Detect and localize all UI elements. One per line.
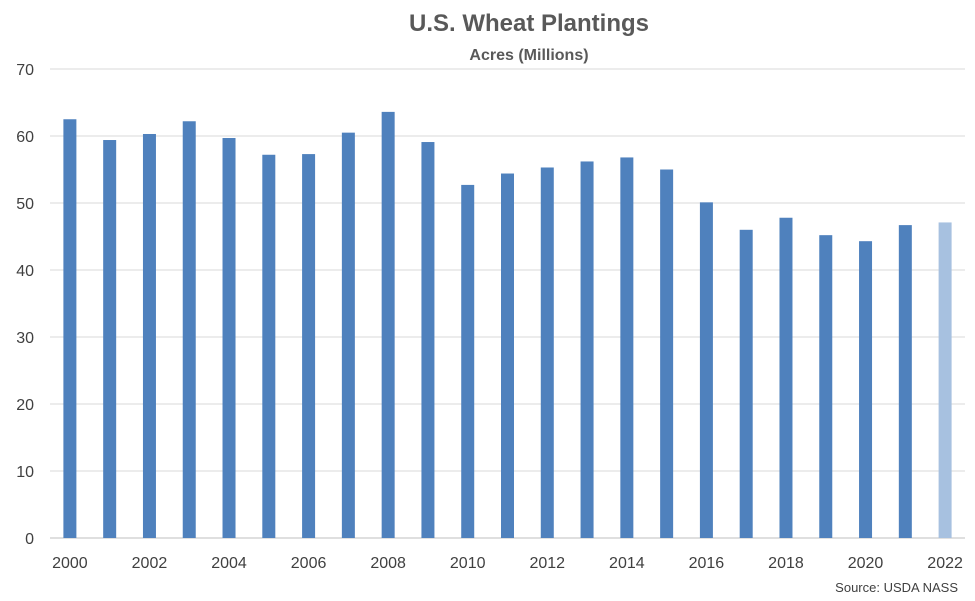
y-tick-label-10: 10 [16,464,34,481]
chart-subtitle: Acres (Millions) [469,47,588,64]
x-tick-label-2012: 2012 [529,555,565,572]
bar-2021 [898,225,912,539]
bar-2002 [142,133,156,539]
bar-2016 [699,202,713,538]
bar-2013 [580,161,594,538]
y-tick-label-50: 50 [16,196,34,213]
bar-2006 [302,154,316,538]
bar-2022 [938,222,952,538]
bar-2003 [182,121,196,538]
y-tick-label-70: 70 [16,62,34,79]
x-axis-ticks: 2000 2002 2004 2006 2008 2010 2012 2014 2016 2018… [52,555,963,572]
bar-2011 [501,173,514,538]
bar-2018 [779,217,793,539]
y-tick-label-60: 60 [16,129,34,146]
x-tick-label-2002: 2002 [132,555,168,572]
x-tick-label-2000: 2000 [52,555,88,572]
y-tick-label-40: 40 [16,263,34,280]
source-note: Source: USDA NASS [835,580,958,595]
bar-2004 [222,138,236,538]
bar-2000 [63,119,77,538]
y-tick-label-0: 0 [25,531,34,548]
x-tick-label-2010: 2010 [450,555,486,572]
x-tick-label-2022: 2022 [927,555,963,572]
x-tick-label-2020: 2020 [848,555,884,572]
x-tick-label-2018: 2018 [768,555,804,572]
bar-2007 [341,132,355,538]
x-tick-label-2008: 2008 [370,555,406,572]
bar-2001 [103,140,117,538]
bar-2009 [421,142,435,538]
bar-2019 [819,235,833,538]
bar-2014 [620,157,634,538]
chart-title: U.S. Wheat Plantings [409,10,649,37]
x-tick-label-2014: 2014 [609,555,645,572]
bar-2017 [739,229,753,539]
x-tick-label-2016: 2016 [689,555,725,572]
bar-2012 [540,167,554,539]
bar-2015 [660,169,674,538]
y-tick-label-20: 20 [16,397,34,414]
bar-2020 [859,241,873,538]
bars [63,111,952,539]
y-axis-ticks: 0 10 20 30 40 50 60 70 [16,62,34,548]
y-tick-label-30: 30 [16,330,34,347]
x-tick-label-2006: 2006 [291,555,327,572]
x-tick-label-2004: 2004 [211,555,247,572]
bar-2010 [461,184,475,538]
bar-2005 [262,154,276,538]
bar-2008 [381,111,395,538]
